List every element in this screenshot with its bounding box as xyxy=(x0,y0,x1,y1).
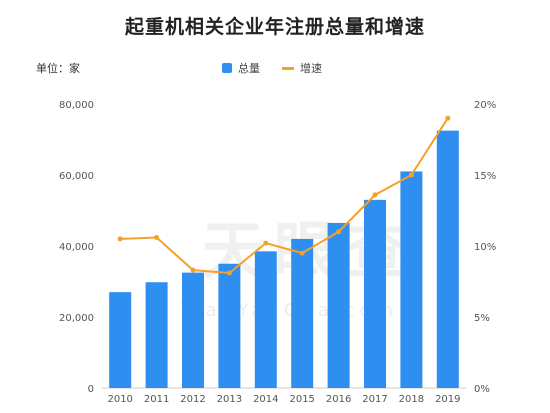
y-left-tick-label: 60,000 xyxy=(59,171,94,182)
bar xyxy=(327,222,350,388)
bar xyxy=(145,282,168,388)
y-right-tick-label: 5% xyxy=(474,313,490,324)
x-tick-label: 2013 xyxy=(217,394,242,405)
y-left-tick-label: 20,000 xyxy=(59,313,94,324)
x-tick-label: 2016 xyxy=(326,394,351,405)
bar xyxy=(218,263,241,388)
chart-title: 起重机相关企业年注册总量和增速 xyxy=(124,16,425,38)
growth-line xyxy=(120,117,449,275)
y-right-tick-label: 15% xyxy=(474,171,496,182)
x-tick-label: 2018 xyxy=(399,394,424,405)
y-left-tick-label: 80,000 xyxy=(59,100,94,111)
legend: 总量 增速 xyxy=(222,60,322,76)
y-left-tick-label: 0 xyxy=(88,384,94,395)
x-tick-label: 2011 xyxy=(144,394,169,405)
growth-point xyxy=(408,172,414,178)
growth-point xyxy=(190,267,196,273)
bar xyxy=(436,130,459,388)
legend-label-total: 总量 xyxy=(238,62,260,75)
growth-point xyxy=(445,115,451,121)
legend-swatch-bar xyxy=(222,63,232,73)
bar xyxy=(291,238,314,388)
growth-point xyxy=(336,229,342,235)
x-tick-label: 2010 xyxy=(107,394,132,405)
growth-point xyxy=(263,240,269,246)
bar xyxy=(182,272,204,388)
x-tick-label: 2014 xyxy=(253,394,278,405)
x-tick-label: 2012 xyxy=(180,394,205,405)
legend-item-total: 总量 xyxy=(222,60,260,76)
y-right-tick-label: 10% xyxy=(474,242,496,253)
y-right-tick-label: 20% xyxy=(474,100,496,111)
growth-point xyxy=(117,236,123,242)
bar xyxy=(364,199,386,388)
y-right-tick-label: 0% xyxy=(474,384,490,395)
legend-label-growth: 增速 xyxy=(300,62,322,75)
bar xyxy=(109,292,132,388)
legend-item-growth: 增速 xyxy=(282,60,322,76)
growth-point xyxy=(226,270,232,276)
unit-label: 单位：家 xyxy=(36,62,80,75)
x-tick-label: 2019 xyxy=(435,394,460,405)
y-left-tick-label: 40,000 xyxy=(59,242,94,253)
bar xyxy=(254,251,277,388)
x-tick-label: 2017 xyxy=(362,394,387,405)
growth-point xyxy=(299,250,305,256)
bar xyxy=(400,171,423,388)
legend-swatch-line xyxy=(282,66,294,70)
growth-point xyxy=(372,192,378,198)
growth-point xyxy=(154,234,160,240)
x-tick-label: 2015 xyxy=(289,394,314,405)
